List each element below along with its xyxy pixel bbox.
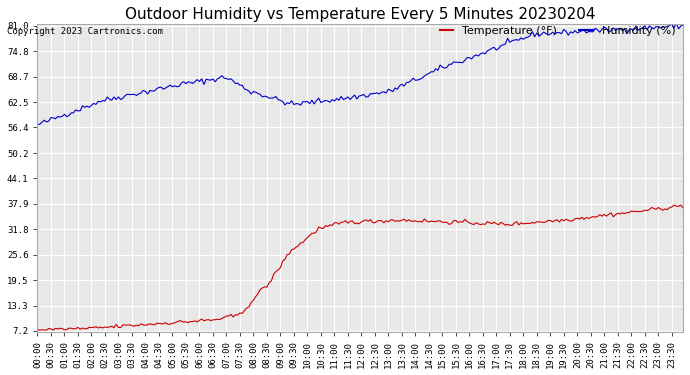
Legend: Temperature (°F), Humidity (%): Temperature (°F), Humidity (%) <box>438 24 678 38</box>
Title: Outdoor Humidity vs Temperature Every 5 Minutes 20230204: Outdoor Humidity vs Temperature Every 5 … <box>125 7 595 22</box>
Text: Copyright 2023 Cartronics.com: Copyright 2023 Cartronics.com <box>7 27 163 36</box>
